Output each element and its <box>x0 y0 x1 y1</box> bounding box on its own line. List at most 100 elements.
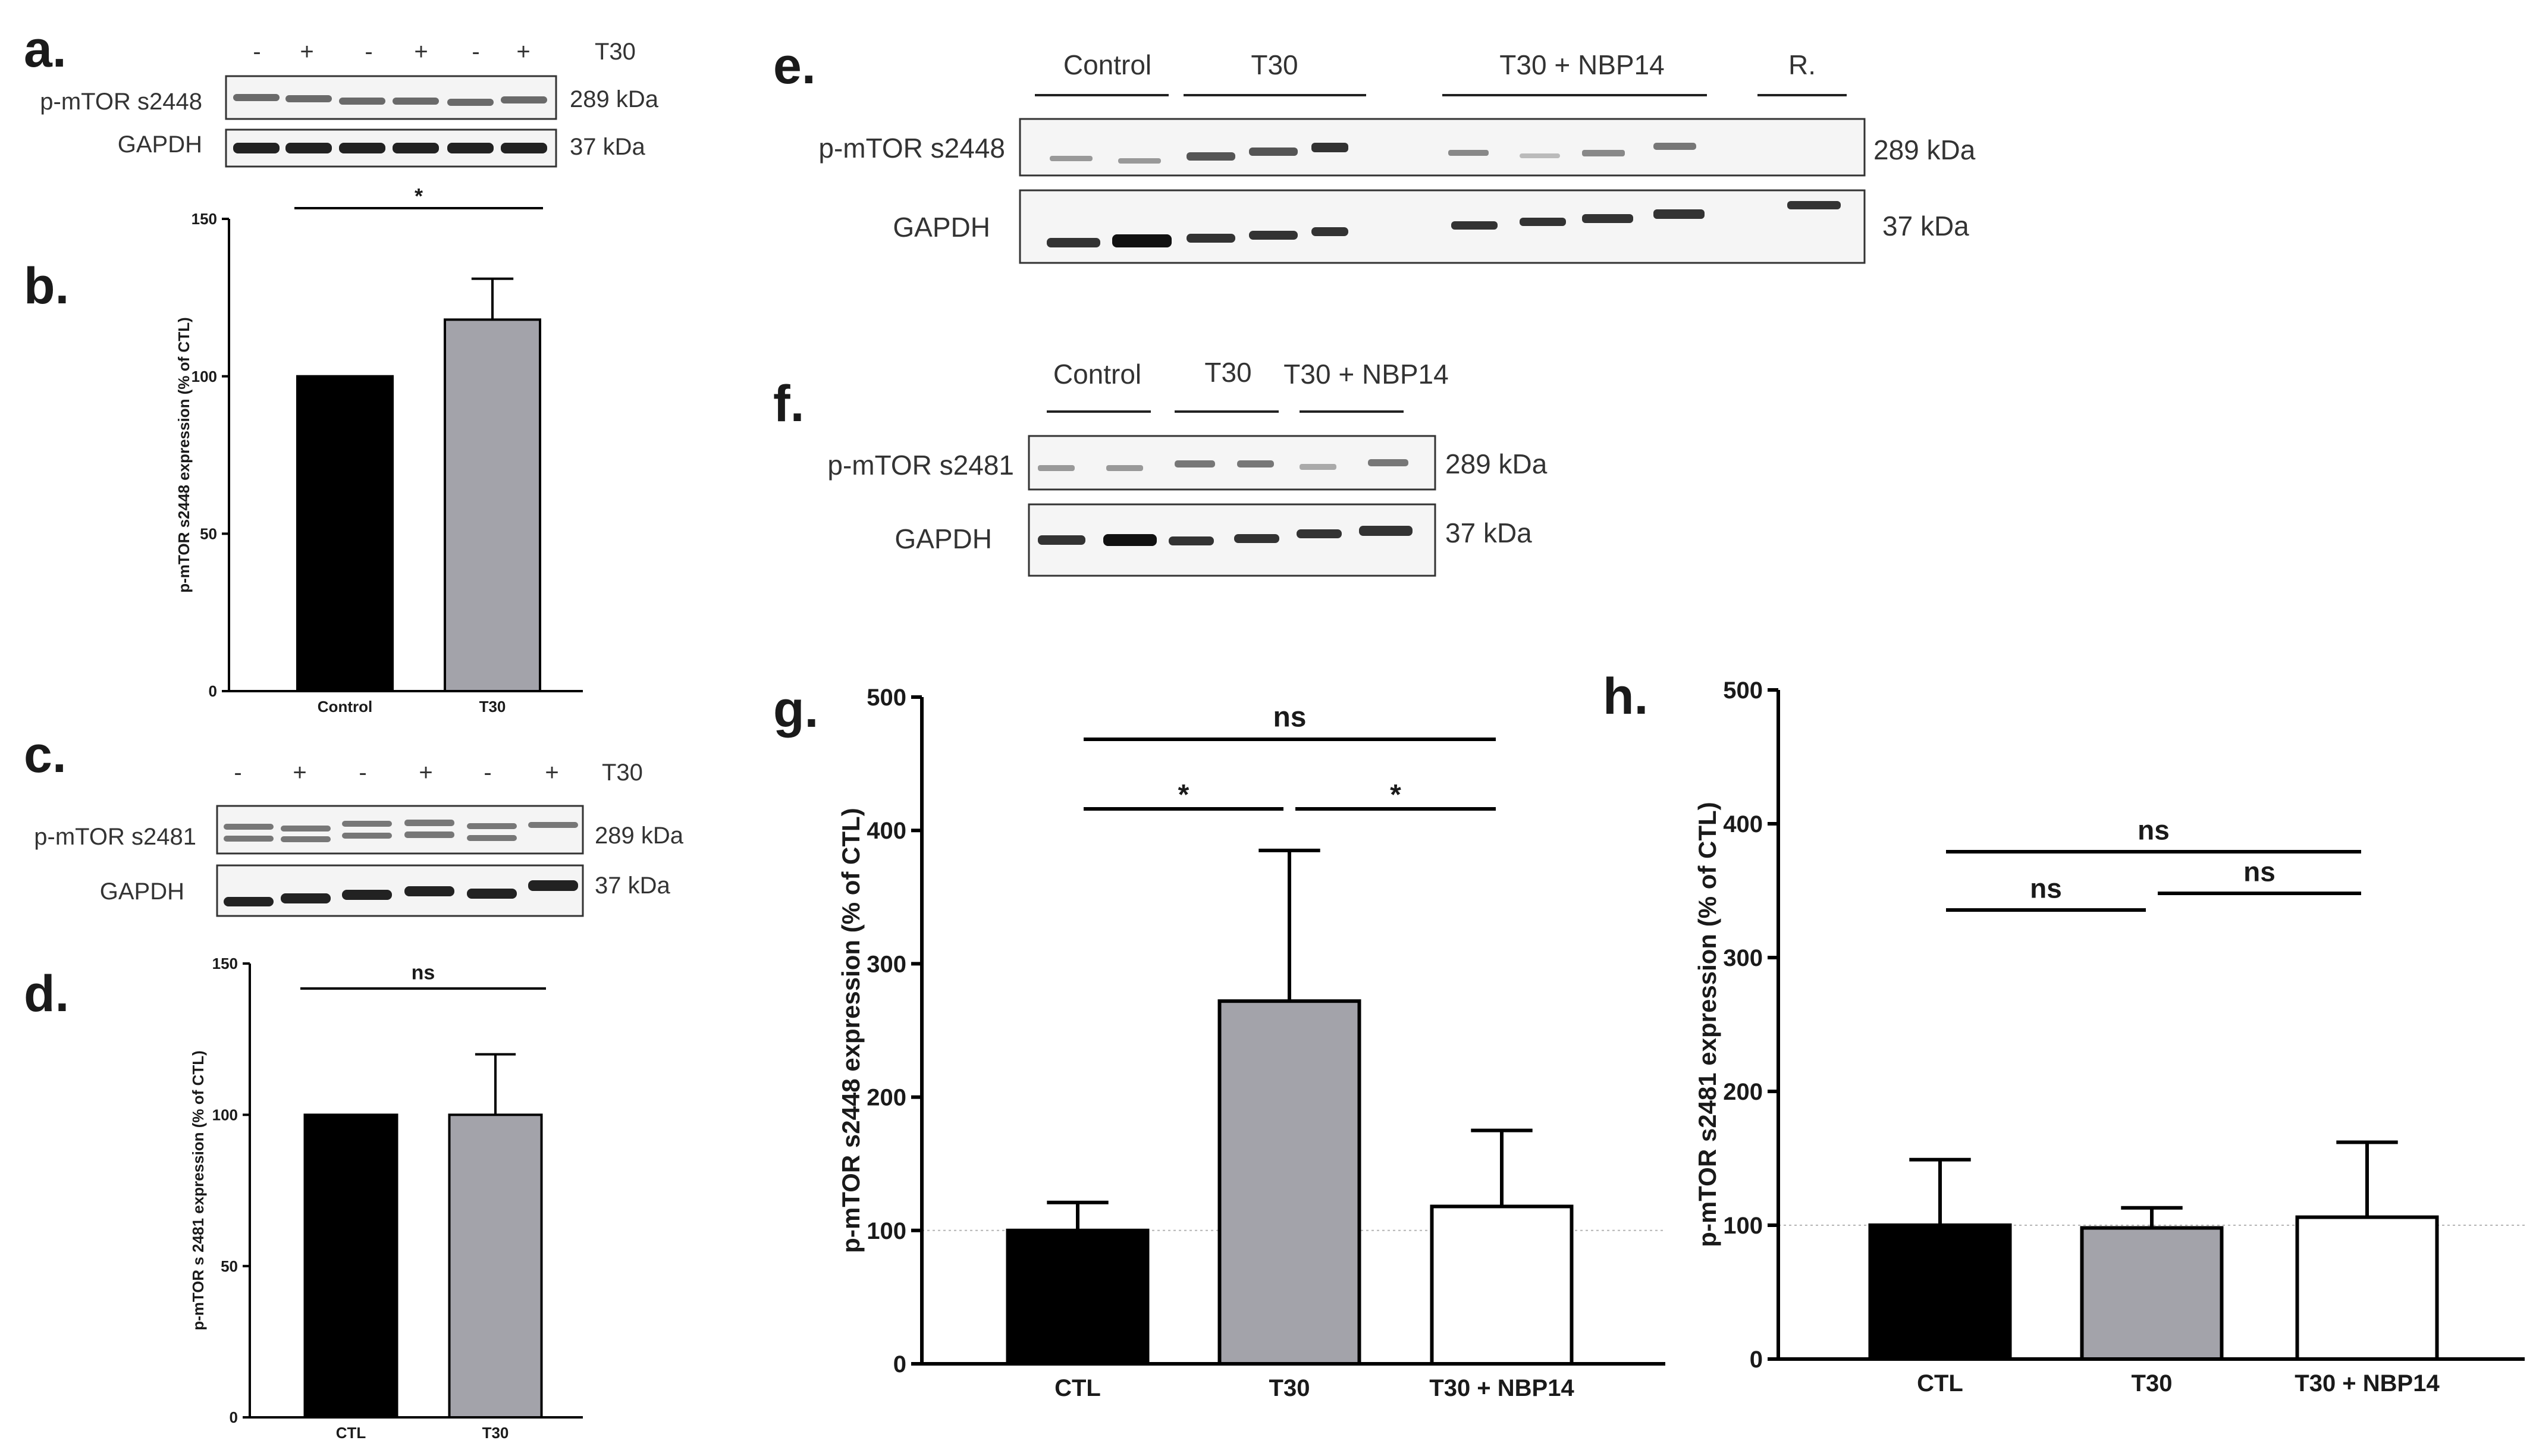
y-tick-label: 100 <box>212 1106 238 1124</box>
blot-size-label: 289 kDa <box>595 823 684 849</box>
lane-sign: + <box>516 39 530 65</box>
y-tick-label: 0 <box>230 1408 238 1426</box>
blot-bands <box>233 94 547 106</box>
y-tick-label: 400 <box>1723 811 1763 837</box>
blot-size-label: 289 kDa <box>570 86 659 112</box>
group-label: Control <box>1063 49 1151 80</box>
category-label: CTL <box>1917 1370 1963 1397</box>
panel-a: a. - + - + - + T30 p-mTOR s2448 289 kDa … <box>24 21 659 168</box>
panel-label-f: f. <box>773 375 805 432</box>
category-label: T30 <box>479 698 506 716</box>
blot-row-label: p-mTOR s2481 <box>827 450 1014 481</box>
blot-bands <box>1038 459 1408 471</box>
bar-ctl <box>303 1113 398 1419</box>
y-tick-label: 0 <box>893 1351 906 1377</box>
significance-label: * <box>1390 779 1401 811</box>
y-tick-label: 200 <box>1723 1079 1763 1105</box>
bar-t30 <box>1217 999 1361 1366</box>
y-axis-title: p-mTOR s2481 expression (% of CTL) <box>1693 802 1721 1247</box>
blot-row-label: GAPDH <box>100 878 184 905</box>
significance-label: ns <box>2030 873 2062 903</box>
y-tick-label: 150 <box>212 955 238 972</box>
significance-label: ns <box>1273 701 1306 733</box>
category-label: T30 + NBP14 <box>2295 1370 2440 1397</box>
blot-strip <box>1019 189 1866 264</box>
panel-c: c. - + - + - + T30 p-mTOR s2481 289 kDa … <box>24 726 684 917</box>
blot-row-label: p-mTOR s2448 <box>818 133 1005 164</box>
blot-size-label: 37 kDa <box>1445 517 1532 548</box>
y-tick-label: 500 <box>867 685 906 711</box>
blot-bands <box>224 820 578 842</box>
group-label: T30 <box>1204 357 1251 388</box>
blot-size-label: 37 kDa <box>595 873 670 899</box>
y-tick-label: 100 <box>192 368 217 385</box>
blot-row-label: p-mTOR s2481 <box>34 824 196 850</box>
y-axis-title: p-mTOR s2448 expression (% of CTL) <box>837 808 865 1253</box>
blot-bands <box>224 880 578 906</box>
group-label: Control <box>1053 359 1141 390</box>
bar-t30 <box>2080 1226 2224 1361</box>
blot-size-label: 37 kDa <box>1882 211 1969 241</box>
blot-row-label: p-mTOR s2448 <box>40 89 202 115</box>
panel-label-c: c. <box>24 726 67 783</box>
panel-label-a: a. <box>24 21 67 78</box>
lane-sign: + <box>414 39 428 65</box>
significance-label: ns <box>2243 856 2276 887</box>
y-tick-label: 500 <box>1723 677 1763 704</box>
bar-ctl <box>1006 1228 1150 1366</box>
y-tick-label: 150 <box>192 210 217 228</box>
group-label: T30 <box>1251 49 1298 80</box>
blot-bands <box>1050 143 1696 164</box>
blot-strip <box>225 75 557 120</box>
bar-ctl <box>1868 1223 2012 1361</box>
lane-sign: - <box>472 39 479 65</box>
blot-bands <box>233 143 547 153</box>
y-axis-title: p-mTOR s 2481 expression (% of CTL) <box>189 1050 207 1331</box>
chart-panel-h: h. CTL T30 T30 + NBP14 0 100 200 300 400 500 p-mTO… <box>1603 668 2525 1397</box>
panel-label-d: d. <box>24 965 69 1022</box>
blot-strip <box>216 864 584 917</box>
panel-e: e. Control T30 T30 + NBP14 R. p-mTOR s24… <box>773 37 1976 264</box>
bar-t30-nbp14 <box>1430 1204 1574 1366</box>
panel-label-b: b. <box>24 258 69 315</box>
lane-sign: - <box>484 760 491 786</box>
y-tick-label: 300 <box>867 951 906 977</box>
bar-control <box>296 375 394 692</box>
lane-sign: + <box>545 760 558 786</box>
category-label: T30 <box>1269 1375 1310 1401</box>
lane-sign: + <box>293 760 306 786</box>
blot-strip <box>1028 435 1436 491</box>
chart-panel-g: g. CTL T30 T30 + NBP14 0 100 200 300 400 500 p-mTO… <box>773 681 1665 1401</box>
y-axis-title: p-mTOR s2448 expression (% of CTL) <box>175 317 193 592</box>
chart-panel-d: d. CTL T30 0 50 100 150 p-mTOR s 2481 expressio… <box>24 955 583 1442</box>
significance-label: ns <box>412 962 435 984</box>
y-tick-label: 300 <box>1723 945 1763 971</box>
significance-label: * <box>1178 779 1189 811</box>
blot-size-label: 289 kDa <box>1873 134 1976 165</box>
bar-t30 <box>444 318 541 692</box>
y-tick-label: 0 <box>209 682 217 700</box>
lane-sign: + <box>300 39 313 65</box>
y-tick-label: 100 <box>867 1218 906 1244</box>
blot-strip <box>216 805 584 855</box>
y-tick-label: 400 <box>867 818 906 844</box>
group-label: T30 + NBP14 <box>1283 359 1448 390</box>
blot-row-label: GAPDH <box>894 523 992 554</box>
category-label: CTL <box>336 1424 366 1442</box>
treatment-label: T30 <box>602 760 643 786</box>
category-label: T30 <box>482 1424 509 1442</box>
group-label: R. <box>1788 49 1816 80</box>
blot-row-label: GAPDH <box>893 212 990 243</box>
blot-strip <box>1019 118 1866 177</box>
y-tick-label: 50 <box>200 525 217 542</box>
category-label: T30 + NBP14 <box>1429 1375 1574 1401</box>
chart-panel-b: b. Control T30 0 50 100 150 p-mTOR s2448 expres… <box>24 184 583 716</box>
category-label: T30 <box>2132 1370 2173 1397</box>
group-label: T30 + NBP14 <box>1499 49 1664 80</box>
treatment-label: T30 <box>595 39 636 65</box>
y-tick-label: 100 <box>1723 1213 1763 1239</box>
bar-t30-nbp14 <box>2295 1215 2439 1361</box>
y-tick-label: 0 <box>1750 1347 1763 1373</box>
blot-bands <box>1038 526 1413 546</box>
